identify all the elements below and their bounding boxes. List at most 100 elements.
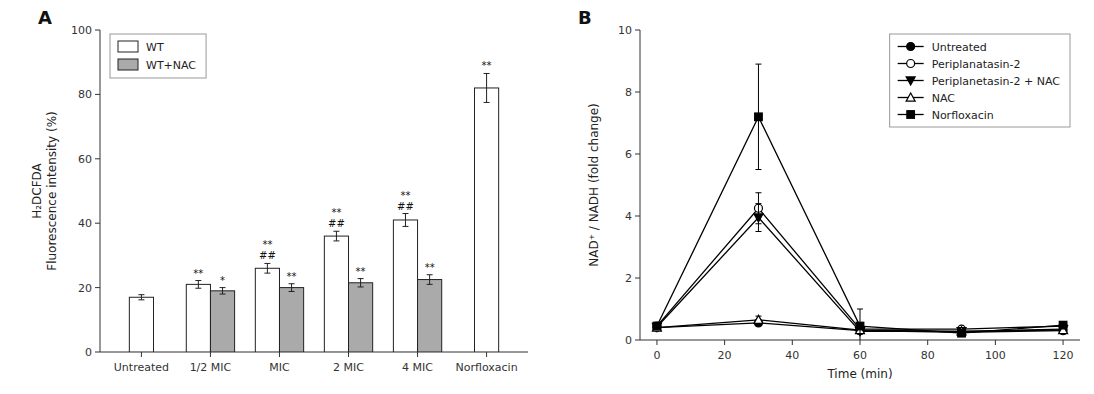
bar [475, 88, 499, 352]
legend-marker [907, 111, 915, 119]
marker [958, 329, 966, 337]
y-tick [635, 340, 640, 341]
bar [129, 297, 153, 352]
x-axis-line [100, 352, 528, 353]
y-axis-label-line: H₂DCFDA [30, 162, 44, 218]
y-tick [95, 30, 100, 31]
legend-marker [906, 93, 915, 101]
y-axis-label-line: NAD⁺ / NADH (fold change) [587, 103, 601, 267]
x-tick-label: 1/2 MIC [190, 361, 232, 374]
y-tick-label: 4 [625, 210, 632, 223]
y-tick [635, 278, 640, 279]
annotation: ** [287, 271, 297, 282]
y-tick-label: 10 [618, 24, 632, 37]
marker [958, 328, 966, 336]
error-bar [333, 231, 339, 241]
x-axis-label: Time (min) [826, 367, 892, 381]
panel-bar: 020406080100Untreated1/2 MICMIC2 MIC4 MI… [30, 7, 529, 374]
x-tick [860, 340, 861, 345]
annotation: ## [397, 201, 414, 212]
legend-label: WT+NAC [146, 59, 196, 72]
y-tick-label: 0 [85, 346, 92, 359]
y-tick [635, 92, 640, 93]
y-axis-line [100, 30, 101, 352]
annotation: ** [262, 239, 272, 250]
legend-box [110, 34, 206, 78]
x-tick [486, 352, 487, 357]
marker [652, 323, 661, 331]
y-tick-label: 0 [625, 334, 632, 347]
legend-label: Norfloxacin [932, 109, 994, 122]
legend-marker [907, 60, 915, 68]
x-tick [927, 340, 928, 345]
annotation: ** [482, 60, 492, 71]
marker [754, 214, 763, 222]
bars [129, 73, 498, 352]
marker [754, 315, 763, 323]
error-bar [138, 295, 144, 300]
y-tick-label: 6 [625, 148, 632, 161]
error-bar [220, 288, 226, 294]
x-tick-label: 40 [785, 349, 799, 362]
x-tick-label: 100 [985, 349, 1006, 362]
legend-box [890, 34, 1070, 127]
y-tick [95, 158, 100, 159]
x-tick [348, 352, 349, 357]
annotation: ** [331, 207, 341, 218]
legend: UntreatedPeriplanatasin-2Periplanetasin-… [890, 34, 1070, 127]
x-tick [210, 352, 211, 357]
error-bar [427, 275, 433, 285]
x-tick [995, 340, 996, 345]
panel-title: A [38, 7, 52, 28]
annotation: ** [356, 266, 366, 277]
line [657, 117, 1063, 333]
annotation: ## [259, 250, 276, 261]
error-bar [755, 64, 761, 169]
y-tick [95, 352, 100, 353]
marker [653, 322, 661, 330]
panel-line: 0246810020406080100120Time (min)NAD⁺ / N… [578, 7, 1080, 381]
x-tick-label: MIC [269, 361, 290, 374]
bar [418, 280, 442, 352]
annotation: ** [193, 268, 203, 279]
y-tick-label: 100 [71, 24, 92, 37]
error-bar [857, 309, 863, 340]
x-tick-label: 80 [921, 349, 935, 362]
annotations: ***##****##****##****** [193, 60, 491, 285]
bar [210, 291, 234, 352]
legend-swatch [118, 59, 138, 70]
legend-marker [907, 43, 915, 51]
x-tick-label: Norfloxacin [456, 361, 518, 374]
y-axis-line [640, 30, 641, 340]
bar [349, 283, 373, 352]
annotation: ** [400, 190, 410, 201]
legend-swatch [118, 41, 138, 52]
annotation: ** [425, 262, 435, 273]
annotation: ## [328, 218, 345, 229]
error-bar [484, 73, 490, 102]
x-tick [279, 352, 280, 357]
legend-label: Untreated [932, 41, 987, 54]
error-bar [289, 284, 295, 292]
y-tick-label: 60 [78, 153, 92, 166]
error-bar [264, 263, 270, 273]
y-axis-label: NAD⁺ / NADH (fold change) [587, 103, 601, 267]
bar [255, 268, 279, 352]
error-bar [358, 279, 364, 287]
y-tick [635, 30, 640, 31]
error-bar [195, 281, 201, 289]
error-bar [402, 214, 408, 227]
x-tick-label: 0 [653, 349, 660, 362]
legend-label: Periplanatasin-2 [932, 58, 1021, 71]
x-tick-label: 2 MIC [333, 361, 364, 374]
x-tick [724, 340, 725, 345]
x-tick-label: 60 [853, 349, 867, 362]
y-tick-label: 8 [625, 86, 632, 99]
y-axis-label: H₂DCFDAFluorescence intensity (%) [30, 111, 59, 270]
annotation: * [220, 275, 225, 286]
x-tick [1063, 340, 1064, 345]
x-tick [656, 340, 657, 345]
marker [755, 113, 763, 121]
figure: 020406080100Untreated1/2 MICMIC2 MIC4 MI… [0, 0, 1094, 394]
x-tick [417, 352, 418, 357]
